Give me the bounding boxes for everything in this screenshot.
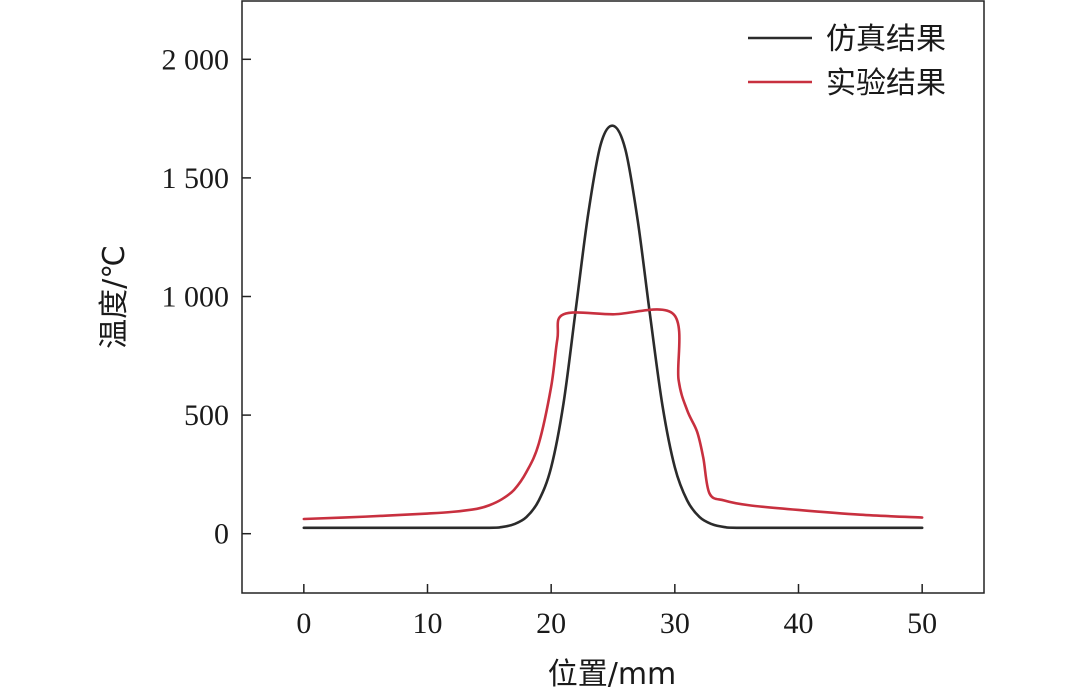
y-tick-label: 2 000: [162, 43, 230, 76]
x-axis-ticks: 0 10 20 30 40 50: [296, 584, 937, 640]
legend-label: 仿真结果: [826, 22, 946, 57]
x-tick-label: 20: [536, 607, 566, 640]
x-tick-label: 0: [296, 607, 311, 640]
y-tick-label: 1 000: [162, 281, 230, 314]
series-line-2: [302, 308, 924, 521]
x-tick-label: 30: [660, 607, 690, 640]
legend-label: 实验结果: [826, 66, 946, 101]
y-tick-label: 0: [214, 518, 229, 551]
y-axis-title: 温度/℃: [97, 245, 132, 349]
x-axis-title: 位置/mm: [548, 657, 677, 692]
y-axis-ticks: 0 500 1 000 1 500 2 000: [162, 43, 251, 551]
x-tick-label: 10: [413, 607, 443, 640]
y-tick-label: 1 500: [162, 162, 230, 195]
x-tick-label: 40: [784, 607, 814, 640]
series-line-1: [302, 124, 924, 530]
x-tick-label: 50: [907, 607, 937, 640]
y-tick-label: 500: [184, 399, 229, 432]
series-layer: [302, 124, 924, 530]
